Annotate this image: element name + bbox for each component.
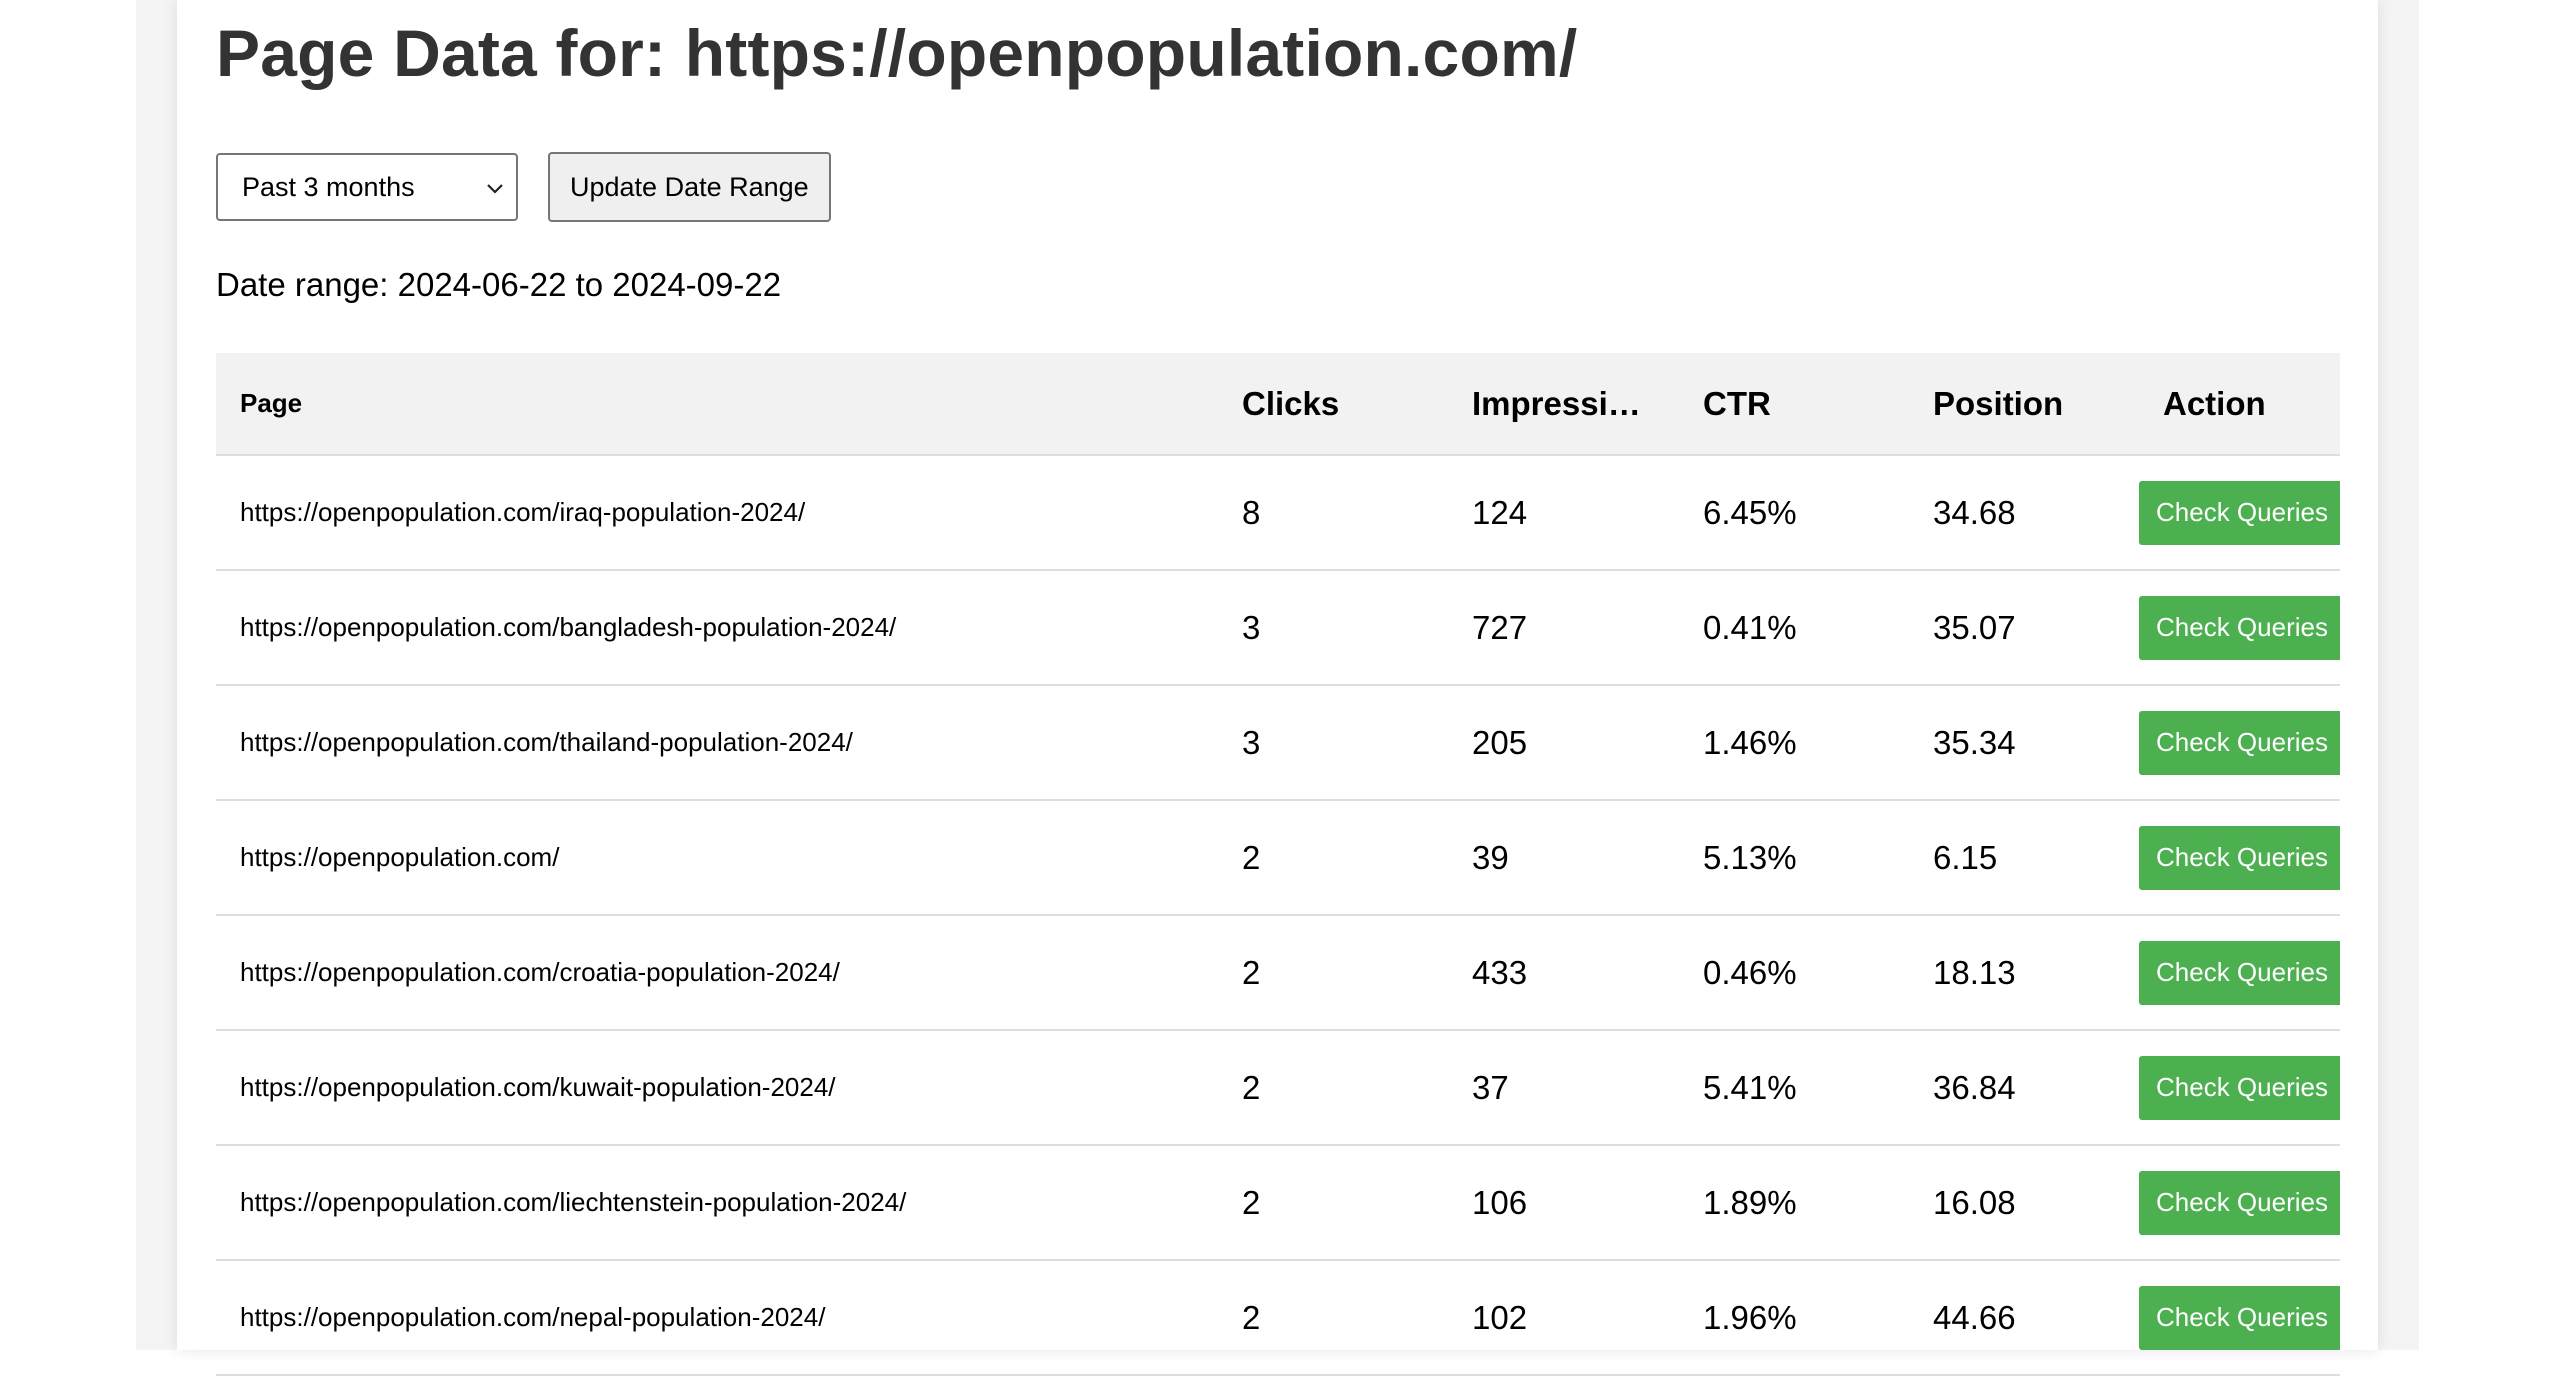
- date-range-select-value: Past 3 months: [242, 171, 415, 202]
- position-cell: 44.66: [1909, 1260, 2139, 1376]
- impressions-cell: 727: [1448, 570, 1679, 686]
- table-header-row: Page Clicks Impressi… CTR Position Actio…: [216, 353, 2340, 456]
- date-controls: Past 3 months Update Date Range: [216, 152, 831, 222]
- clicks-cell: 2: [1218, 915, 1448, 1031]
- ctr-cell: 0.46%: [1679, 915, 1909, 1031]
- position-cell: 35.07: [1909, 570, 2139, 686]
- clicks-cell: 2: [1218, 1145, 1448, 1261]
- clicks-cell: 2: [1218, 800, 1448, 916]
- position-cell: 16.08: [1909, 1145, 2139, 1261]
- check-queries-button[interactable]: Check Queries: [2139, 595, 2340, 660]
- position-cell: 18.13: [1909, 915, 2139, 1031]
- action-cell: Check Queries: [2139, 455, 2340, 571]
- check-queries-button[interactable]: Check Queries: [2139, 1055, 2340, 1120]
- action-cell: Check Queries: [2139, 1260, 2340, 1376]
- impressions-cell: 433: [1448, 915, 1679, 1031]
- page-url-cell: https://openpopulation.com/: [216, 800, 1218, 916]
- action-cell: Check Queries: [2139, 1145, 2340, 1261]
- table-row: https://openpopulation.com/iraq-populati…: [216, 455, 2340, 571]
- check-queries-button[interactable]: Check Queries: [2139, 1170, 2340, 1235]
- table-row: https://openpopulation.com/nepal-populat…: [216, 1260, 2340, 1376]
- page-url-cell: https://openpopulation.com/thailand-popu…: [216, 685, 1218, 801]
- table-row: https://openpopulation.com/croatia-popul…: [216, 915, 2340, 1031]
- impressions-cell: 37: [1448, 1030, 1679, 1146]
- ctr-cell: 1.89%: [1679, 1145, 1909, 1261]
- column-header-ctr[interactable]: CTR: [1679, 353, 1909, 456]
- action-cell: Check Queries: [2139, 915, 2340, 1031]
- page-url-cell: https://openpopulation.com/croatia-popul…: [216, 915, 1218, 1031]
- date-range-select[interactable]: Past 3 months: [216, 153, 518, 221]
- page-url-cell: https://openpopulation.com/iraq-populati…: [216, 455, 1218, 571]
- clicks-cell: 2: [1218, 1260, 1448, 1376]
- action-cell: Check Queries: [2139, 1030, 2340, 1146]
- check-queries-button[interactable]: Check Queries: [2139, 940, 2340, 1005]
- clicks-cell: 8: [1218, 455, 1448, 571]
- impressions-cell: 205: [1448, 685, 1679, 801]
- page-title: Page Data for: https://openpopulation.co…: [216, 16, 1578, 90]
- column-header-impressions[interactable]: Impressi…: [1448, 353, 1679, 456]
- ctr-cell: 6.45%: [1679, 455, 1909, 571]
- check-queries-button[interactable]: Check Queries: [2139, 710, 2340, 775]
- check-queries-button[interactable]: Check Queries: [2139, 825, 2340, 890]
- action-cell: Check Queries: [2139, 570, 2340, 686]
- impressions-cell: 102: [1448, 1260, 1679, 1376]
- position-cell: 35.34: [1909, 685, 2139, 801]
- check-queries-button[interactable]: Check Queries: [2139, 480, 2340, 545]
- clicks-cell: 3: [1218, 685, 1448, 801]
- action-cell: Check Queries: [2139, 685, 2340, 801]
- ctr-cell: 1.96%: [1679, 1260, 1909, 1376]
- check-queries-button[interactable]: Check Queries: [2139, 1285, 2340, 1350]
- ctr-cell: 0.41%: [1679, 570, 1909, 686]
- table-row: https://openpopulation.com/kuwait-popula…: [216, 1030, 2340, 1146]
- column-header-action: Action: [2139, 353, 2340, 456]
- position-cell: 6.15: [1909, 800, 2139, 916]
- date-range-text: Date range: 2024-06-22 to 2024-09-22: [216, 266, 782, 303]
- position-cell: 36.84: [1909, 1030, 2139, 1146]
- column-header-position[interactable]: Position: [1909, 353, 2139, 456]
- table-row: https://openpopulation.com/bangladesh-po…: [216, 570, 2340, 686]
- column-header-page[interactable]: Page: [216, 353, 1218, 456]
- table-row: https://openpopulation.com/2 39 5.13% 6.15 C…: [216, 800, 2340, 916]
- position-cell: 34.68: [1909, 455, 2139, 571]
- impressions-cell: 124: [1448, 455, 1679, 571]
- ctr-cell: 5.13%: [1679, 800, 1909, 916]
- clicks-cell: 2: [1218, 1030, 1448, 1146]
- ctr-cell: 1.46%: [1679, 685, 1909, 801]
- page-url-cell: https://openpopulation.com/bangladesh-po…: [216, 570, 1218, 686]
- update-date-range-button[interactable]: Update Date Range: [548, 152, 831, 222]
- action-cell: Check Queries: [2139, 800, 2340, 916]
- column-header-clicks[interactable]: Clicks: [1218, 353, 1448, 456]
- clicks-cell: 3: [1218, 570, 1448, 686]
- page-url-cell: https://openpopulation.com/kuwait-popula…: [216, 1030, 1218, 1146]
- table-row: https://openpopulation.com/liechtenstein…: [216, 1145, 2340, 1261]
- ctr-cell: 5.41%: [1679, 1030, 1909, 1146]
- page-url-cell: https://openpopulation.com/liechtenstein…: [216, 1145, 1218, 1261]
- impressions-cell: 106: [1448, 1145, 1679, 1261]
- page-url-cell: https://openpopulation.com/nepal-populat…: [216, 1260, 1218, 1376]
- chevron-down-icon: [487, 184, 503, 194]
- table-row: https://openpopulation.com/thailand-popu…: [216, 685, 2340, 801]
- page-data-table: Page Clicks Impressi… CTR Position Actio…: [216, 353, 2340, 1376]
- impressions-cell: 39: [1448, 800, 1679, 916]
